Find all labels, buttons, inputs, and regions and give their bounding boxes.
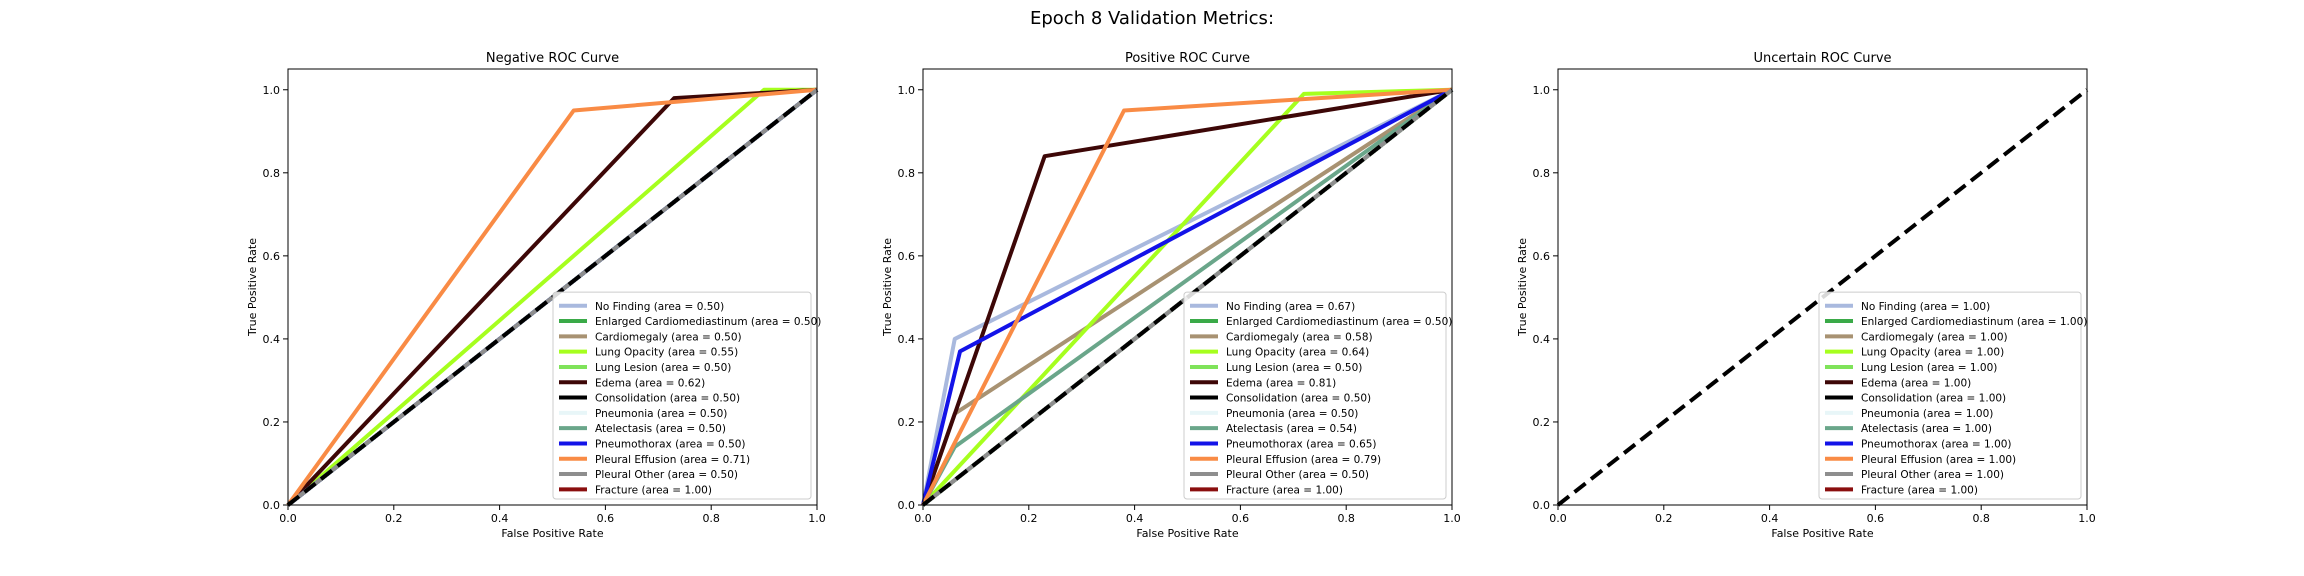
- chart2-y-tick-label: 0.4: [898, 333, 916, 346]
- chart3-title: Uncertain ROC Curve: [1753, 51, 1891, 66]
- chart1-legend-label-lung-lesion: Lung Lesion (area = 0.50): [595, 362, 731, 374]
- chart3-legend-label-no-finding: No Finding (area = 1.00): [1861, 301, 1990, 313]
- chart2-series-pneumothorax: [921, 87, 1453, 506]
- chart1-x-tick-label: 0.0: [279, 512, 297, 525]
- chart2-y-tick-label: 0.6: [898, 250, 916, 263]
- chart2-y-tick-label: 1.0: [898, 84, 916, 97]
- chart3-legend-label-lung-lesion: Lung Lesion (area = 1.00): [1861, 362, 1997, 374]
- chart2-x-axis-title: False Positive Rate: [1136, 527, 1238, 540]
- chart2-x-tick-label: 0.6: [1232, 512, 1250, 525]
- chart2-legend-label-edema: Edema (area = 0.81): [1226, 377, 1336, 389]
- chart1-x-axis-title: False Positive Rate: [501, 527, 603, 540]
- chart1-x-tick-label: 0.2: [385, 512, 403, 525]
- chart3-x-tick-label: 0.0: [1549, 512, 1567, 525]
- chart3-x-tick-label: 0.6: [1867, 512, 1885, 525]
- chart1-y-tick-label: 1.0: [263, 84, 281, 97]
- chart3-legend-label-atelectasis: Atelectasis (area = 1.00): [1861, 423, 1992, 435]
- chart2-x-tick-label: 0.2: [1020, 512, 1038, 525]
- chart3-legend-label-pleural-effusion: Pleural Effusion (area = 1.00): [1861, 454, 2016, 466]
- chart2-series-edema: [921, 87, 1453, 506]
- chart3-legend-label-pneumonia: Pneumonia (area = 1.00): [1861, 408, 1993, 420]
- chart1-x-tick-label: 0.6: [597, 512, 615, 525]
- chart1-legend-label-no-finding: No Finding (area = 0.50): [595, 301, 724, 313]
- chart1-x-tick-label: 1.0: [808, 512, 826, 525]
- chart1-y-axis-title: True Positive Rate: [246, 238, 259, 337]
- chart3-y-axis-title: True Positive Rate: [1516, 238, 1529, 337]
- chart3-legend-label-pleural-other: Pleural Other (area = 1.00): [1861, 469, 2004, 481]
- chart2-title: Positive ROC Curve: [1125, 51, 1250, 66]
- chart3-legend-label-pneumothorax: Pneumothorax (area = 1.00): [1861, 438, 2012, 450]
- chart2-legend-label-no-finding: No Finding (area = 0.67): [1226, 301, 1355, 313]
- chart1-legend-label-cardiomegaly: Cardiomegaly (area = 0.50): [595, 331, 742, 343]
- chart1-legend-label-fracture: Fracture (area = 1.00): [595, 484, 712, 496]
- chart3-x-axis-title: False Positive Rate: [1771, 527, 1873, 540]
- chart3-x-tick-label: 0.2: [1655, 512, 1673, 525]
- chart3-y-tick-label: 0.8: [1533, 167, 1551, 180]
- chart2-legend-label-pleural-other: Pleural Other (area = 0.50): [1226, 469, 1369, 481]
- chart3-x-tick-label: 1.0: [2078, 512, 2096, 525]
- chart3-legend-label-edema: Edema (area = 1.00): [1861, 377, 1971, 389]
- chart2-x-tick-label: 1.0: [1443, 512, 1461, 525]
- chart2-legend-box: [1183, 291, 1447, 500]
- chart2-x-tick-label: 0.0: [914, 512, 932, 525]
- chart3-legend-label-fracture: Fracture (area = 1.00): [1861, 484, 1978, 496]
- chart3-y-tick-label: 1.0: [1533, 84, 1551, 97]
- chart1-y-tick-label: 0.6: [263, 250, 281, 263]
- chart1-legend-label-atelectasis: Atelectasis (area = 0.50): [595, 423, 726, 435]
- chart2-legend-label-consolidation: Consolidation (area = 0.50): [1226, 393, 1371, 405]
- chart3-x-tick-label: 0.8: [1972, 512, 1990, 525]
- chart2-legend-label-cardiomegaly: Cardiomegaly (area = 0.58): [1226, 331, 1373, 343]
- chart3-plot-frame: [1557, 68, 2088, 506]
- chart3-legend-label-consolidation: Consolidation (area = 1.00): [1861, 393, 2006, 405]
- chart1-y-tick-label: 0.0: [263, 499, 281, 512]
- chart3-legend-box: [1818, 291, 2082, 500]
- chart1-y-tick-label: 0.2: [263, 416, 281, 429]
- chart2-plot-frame: [922, 68, 1453, 506]
- chart3-x-tick-label: 0.4: [1761, 512, 1779, 525]
- chart1-legend-label-pleural-effusion: Pleural Effusion (area = 0.71): [595, 454, 750, 466]
- chart3-y-tick-label: 0.2: [1533, 416, 1551, 429]
- chart2-series-no-finding: [921, 87, 1453, 506]
- chart1-x-tick-label: 0.4: [491, 512, 509, 525]
- chart2-y-axis-title: True Positive Rate: [881, 238, 894, 337]
- figure-title: Epoch 8 Validation Metrics:: [1029, 8, 1275, 29]
- chart2-legend-label-enlarged-cardiomediastinum: Enlarged Cardiomediastinum (area = 0.50): [1226, 316, 1452, 328]
- chart1-legend-label-pneumothorax: Pneumothorax (area = 0.50): [595, 438, 746, 450]
- chart2-legend-label-fracture: Fracture (area = 1.00): [1226, 484, 1343, 496]
- chart1-legend-label-lung-opacity: Lung Opacity (area = 0.55): [595, 347, 738, 359]
- chart2-y-tick-label: 0.0: [898, 499, 916, 512]
- chart2-legend-label-atelectasis: Atelectasis (area = 0.54): [1226, 423, 1357, 435]
- chart1-series-pleural-effusion: [286, 87, 818, 507]
- chart1-legend-box: [552, 291, 812, 500]
- chart1-legend-label-pneumonia: Pneumonia (area = 0.50): [595, 408, 727, 420]
- chart1-legend-label-enlarged-cardiomediastinum: Enlarged Cardiomediastinum (area = 0.50): [595, 316, 821, 328]
- chart2-y-tick-label: 0.8: [898, 167, 916, 180]
- chart2-legend-label-pleural-effusion: Pleural Effusion (area = 0.79): [1226, 454, 1381, 466]
- chart3-legend-label-cardiomegaly: Cardiomegaly (area = 1.00): [1861, 331, 2008, 343]
- chart1-y-tick-label: 0.4: [263, 333, 281, 346]
- chart3-legend-label-lung-opacity: Lung Opacity (area = 1.00): [1861, 347, 2004, 359]
- chart1-plot-frame: [287, 68, 818, 506]
- chart1-legend-label-edema: Edema (area = 0.62): [595, 377, 705, 389]
- chart1-legend-label-consolidation: Consolidation (area = 0.50): [595, 393, 740, 405]
- chart3-y-tick-label: 0.0: [1533, 499, 1551, 512]
- chart1-legend-label-pleural-other: Pleural Other (area = 0.50): [595, 469, 738, 481]
- chart2-legend-label-pneumothorax: Pneumothorax (area = 0.65): [1226, 438, 1377, 450]
- chart2-y-tick-label: 0.2: [898, 416, 916, 429]
- chart3-y-tick-label: 0.6: [1533, 250, 1551, 263]
- chart3-legend-label-enlarged-cardiomediastinum: Enlarged Cardiomediastinum (area = 1.00): [1861, 316, 2087, 328]
- chart3-y-tick-label: 0.4: [1533, 333, 1551, 346]
- chart2-series-pleural-effusion: [921, 87, 1453, 506]
- chart2-legend-label-lung-opacity: Lung Opacity (area = 0.64): [1226, 347, 1369, 359]
- chart2-x-tick-label: 0.8: [1337, 512, 1355, 525]
- chart1-title: Negative ROC Curve: [486, 51, 619, 66]
- chart1-x-tick-label: 0.8: [702, 512, 720, 525]
- chart2-x-tick-label: 0.4: [1126, 512, 1144, 525]
- chart2-legend-label-pneumonia: Pneumonia (area = 0.50): [1226, 408, 1358, 420]
- chart1-y-tick-label: 0.8: [263, 167, 281, 180]
- chart2-legend-label-lung-lesion: Lung Lesion (area = 0.50): [1226, 362, 1362, 374]
